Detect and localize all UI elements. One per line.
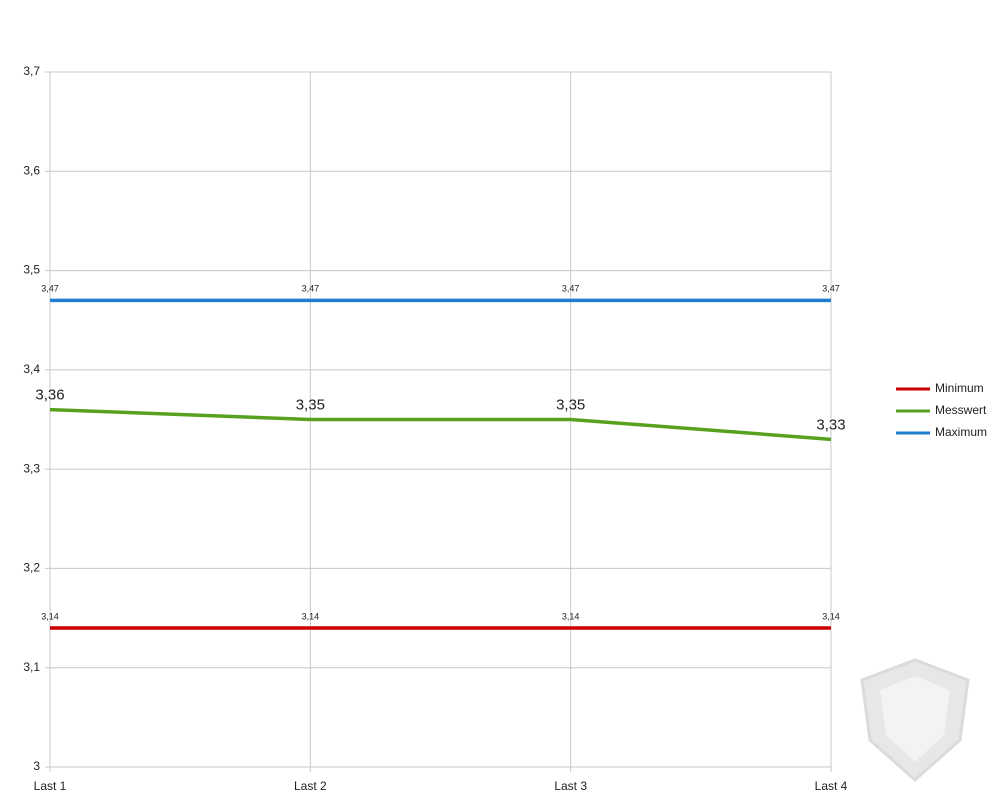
x-tick-label: Last 4 <box>815 779 848 793</box>
x-tick-label: Last 3 <box>554 779 587 793</box>
data-label: 3,33 <box>816 416 845 433</box>
data-label: 3,36 <box>35 387 64 404</box>
y-tick-label: 3,1 <box>23 660 40 674</box>
data-label: 3,47 <box>302 284 320 294</box>
y-tick-label: 3,5 <box>23 263 40 277</box>
data-label: 3,14 <box>302 611 320 621</box>
watermark <box>860 658 970 783</box>
y-tick-label: 3,7 <box>23 64 40 78</box>
data-label: 3,35 <box>556 396 585 413</box>
y-tick-label: 3 <box>33 759 40 773</box>
legend-label: Maximum <box>935 425 987 439</box>
data-label: 3,47 <box>822 284 840 294</box>
data-label: 3,35 <box>296 396 325 413</box>
x-tick-label: Last 2 <box>294 779 327 793</box>
y-tick-label: 3,2 <box>23 561 40 575</box>
y-tick-label: 3,6 <box>23 163 40 177</box>
data-label: 3,47 <box>562 284 580 294</box>
y-tick-label: 3,4 <box>23 362 40 376</box>
x-tick-label: Last 1 <box>34 779 67 793</box>
data-label: 3,47 <box>41 284 59 294</box>
y-tick-label: 3,3 <box>23 461 40 475</box>
data-label: 3,14 <box>822 611 840 621</box>
legend-label: Minimum <box>935 381 984 395</box>
series-line <box>49 407 832 442</box>
legend-label: Messwert <box>935 403 987 417</box>
data-label: 3,14 <box>41 611 59 621</box>
data-label: 3,14 <box>562 611 580 621</box>
